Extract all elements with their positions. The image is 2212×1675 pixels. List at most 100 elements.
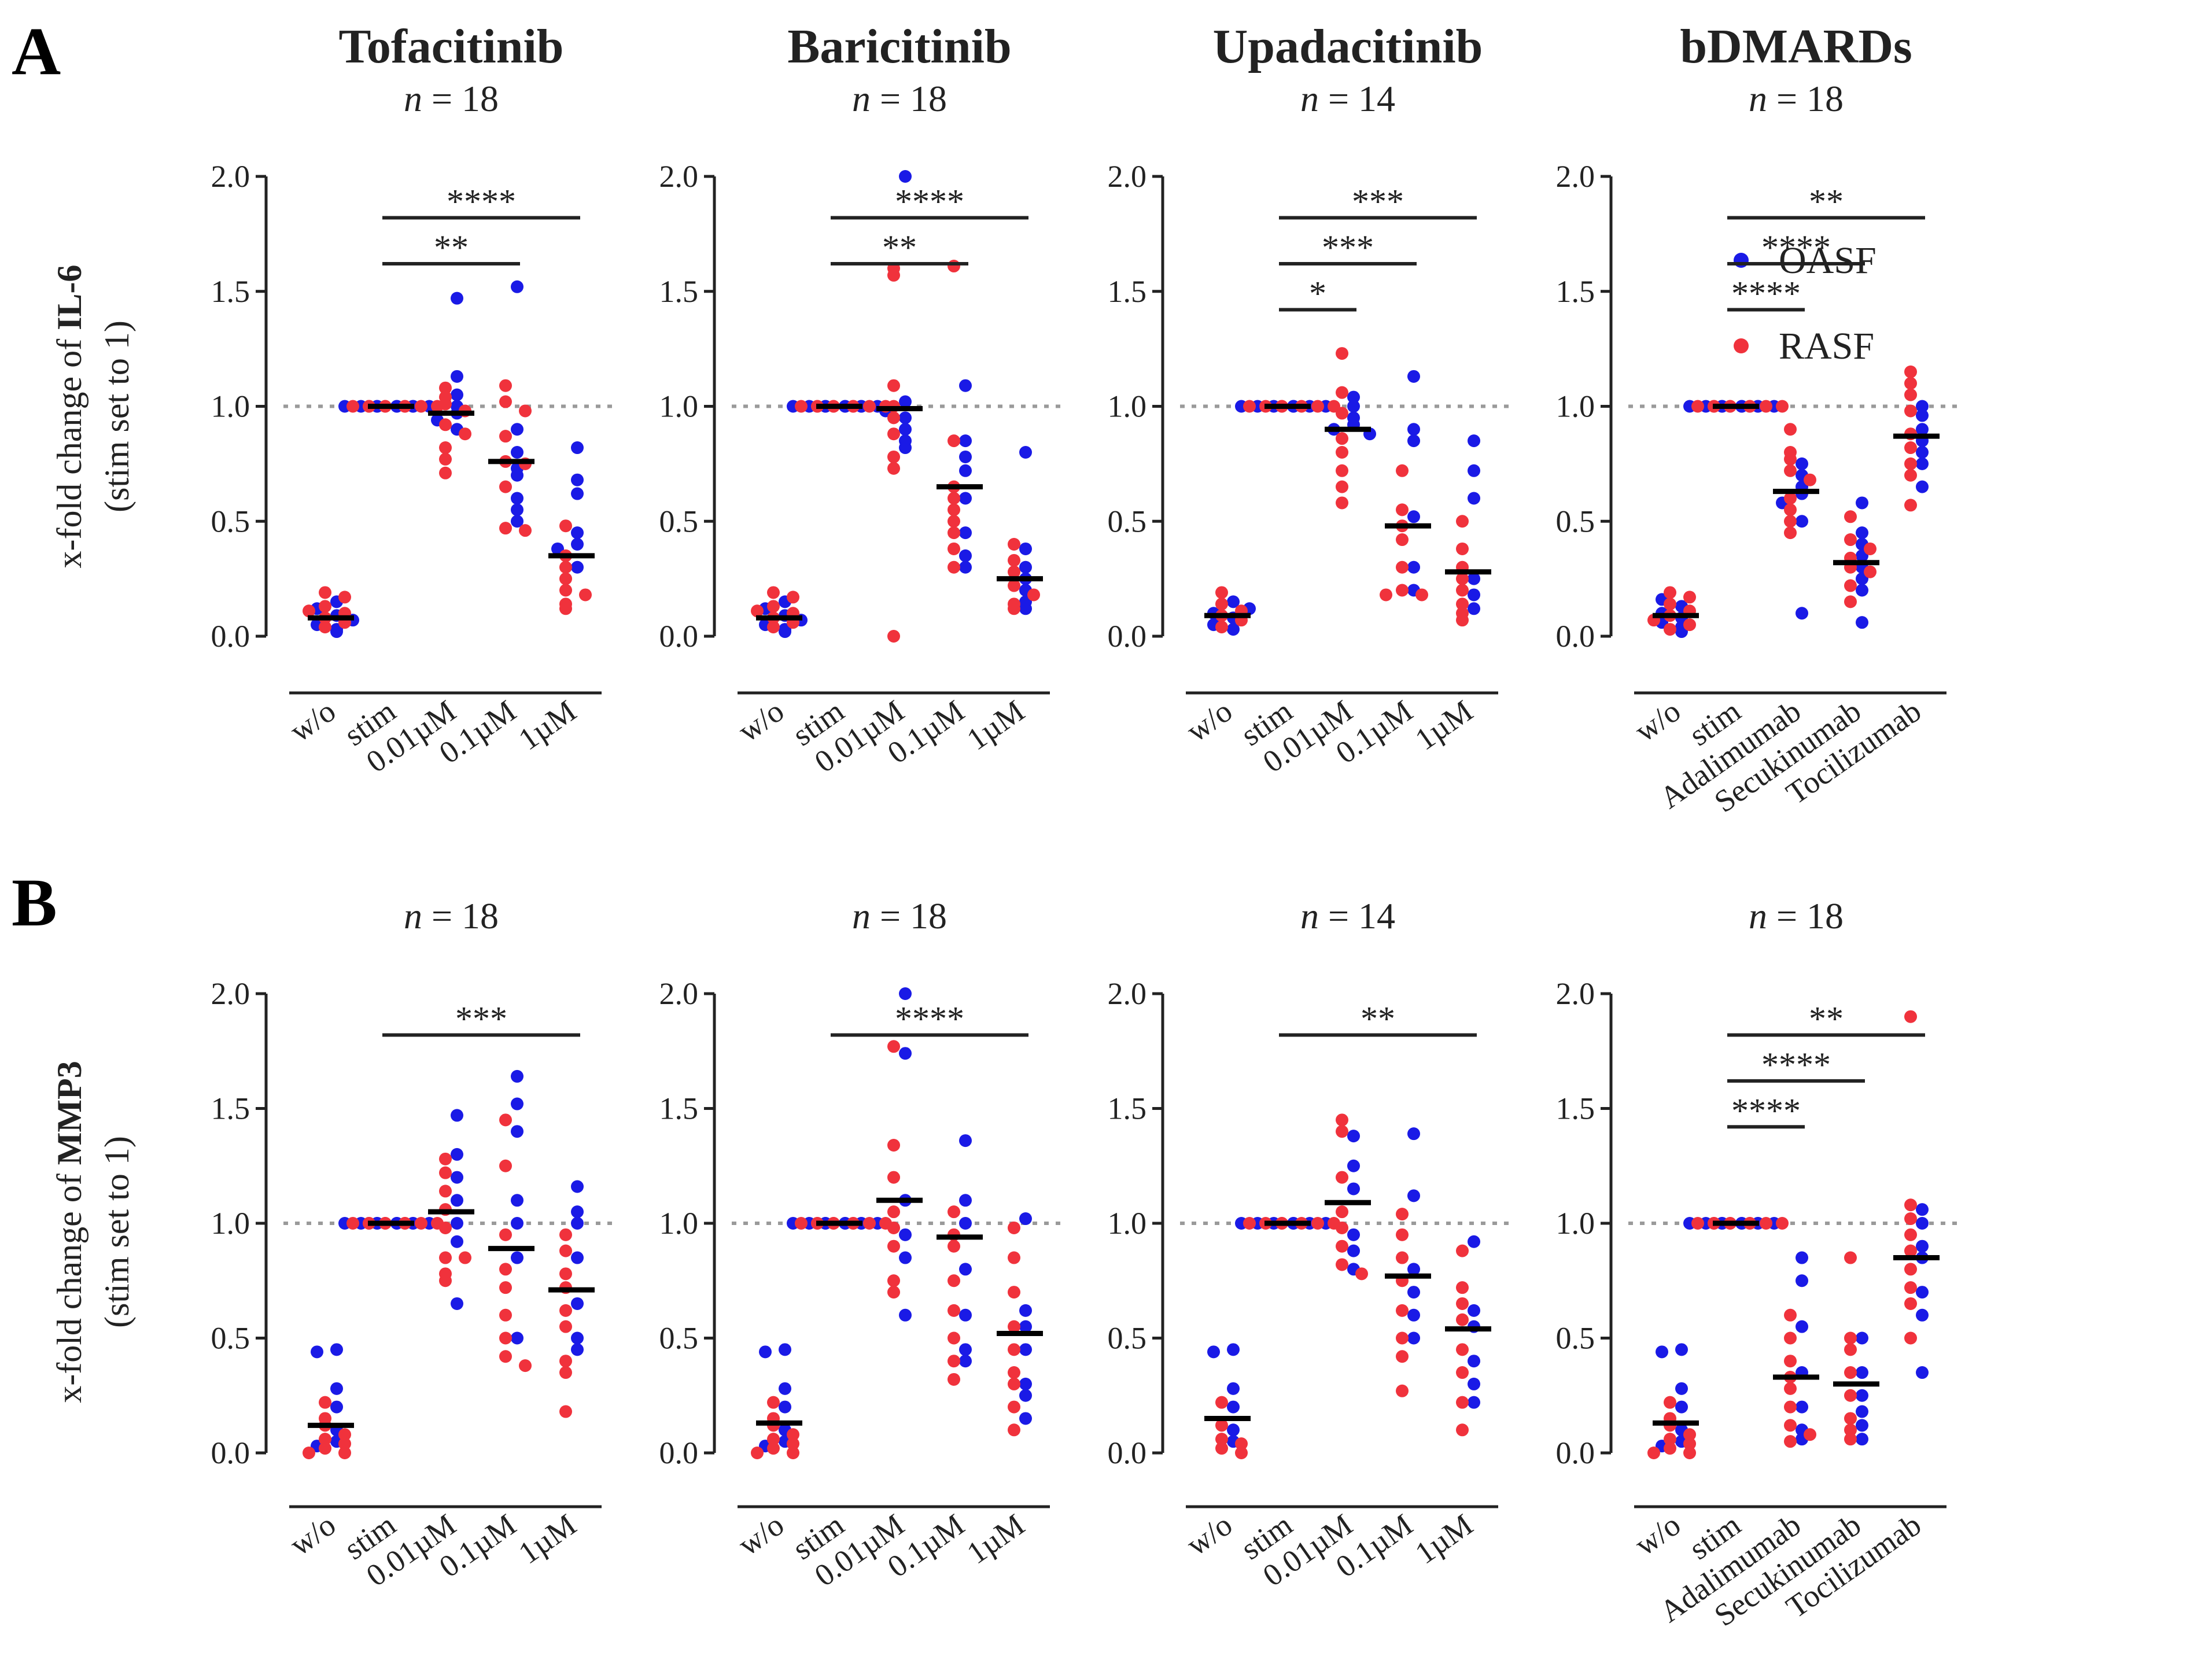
- p8-point-oasf-secukinumab-0: [1856, 1331, 1868, 1345]
- p7-point-oasf-w-o-2: [1227, 1382, 1240, 1395]
- p8-point-rasf-w-o-6: [1664, 1442, 1676, 1455]
- legend-rasf-dot: [1734, 338, 1749, 353]
- p1-point-oasf-0-1um-6: [511, 503, 523, 516]
- p4-point-rasf-tocilizumab-7: [1904, 468, 1917, 482]
- p4-point-rasf-adalimumab-3: [1784, 464, 1797, 477]
- p3-x-label-w-o: w/o: [1180, 693, 1238, 749]
- p7-point-rasf-0-1um-5: [1396, 1331, 1409, 1345]
- p5-point-oasf-0-01um-6: [451, 1297, 463, 1310]
- p2-point-rasf-0-1um-7: [948, 542, 960, 555]
- p7-point-oasf-0-1um-2: [1407, 1263, 1420, 1276]
- p6-point-rasf-0-01um-3: [887, 1205, 900, 1219]
- p8-y-tick-label-1-5: 1.5: [1556, 1091, 1595, 1126]
- p2-y-tick-label-2-0: 2.0: [659, 159, 699, 194]
- p7-point-oasf-0-1um-3: [1407, 1286, 1420, 1299]
- p6-point-rasf-0-1um-5: [948, 1331, 960, 1345]
- p2-point-oasf-0-1um-2: [959, 450, 972, 463]
- p5-point-rasf-w-o-3: [338, 1428, 351, 1441]
- p4-point-rasf-secukinumab-1: [1844, 533, 1857, 547]
- p4-point-rasf-w-o-0: [1664, 623, 1676, 636]
- p4-point-rasf-tocilizumab-6: [1904, 457, 1917, 470]
- p3-y-tick-label-1-0: 1.0: [1108, 389, 1147, 424]
- p1-sig-label-1: **: [434, 228, 469, 267]
- p2-y-tick-label-0-0: 0.0: [659, 619, 699, 654]
- p3-point-rasf-stim-3: [1311, 400, 1324, 413]
- p4-point-rasf-tocilizumab-1: [1904, 377, 1917, 390]
- p4-point-rasf-stim-5: [1776, 400, 1789, 413]
- p6-point-rasf-1um-4: [1008, 1343, 1020, 1356]
- p5-point-rasf-w-o-6: [319, 1442, 331, 1455]
- p3-y-tick-label-1-5: 1.5: [1108, 274, 1147, 309]
- p2-point-rasf-1um-2: [1008, 565, 1020, 578]
- p5-n-italic: n: [404, 895, 422, 936]
- p6-point-oasf-0-01um-3: [899, 1228, 912, 1241]
- p1-point-rasf-0-01um-2: [439, 397, 452, 411]
- p5-point-oasf-0-1um-3: [511, 1194, 523, 1207]
- p5-point-rasf-0-1um-6: [499, 1331, 512, 1345]
- p2-x-label-1um: 1µM: [961, 693, 1031, 757]
- p5-point-rasf-0-1um-0: [499, 1113, 512, 1127]
- p4-point-rasf-adalimumab-4: [1804, 473, 1816, 486]
- p3-point-oasf-0-1um-0: [1407, 370, 1420, 383]
- p4-point-rasf-adalimumab-8: [1784, 526, 1797, 540]
- legend-oasf-dot: [1734, 253, 1749, 268]
- p8-point-rasf-secukinumab-5: [1844, 1412, 1857, 1425]
- p5-point-rasf-1um-5: [559, 1320, 572, 1333]
- p8-point-rasf-adalimumab-2: [1784, 1355, 1797, 1368]
- p1-point-oasf-0-01um-1: [451, 370, 463, 383]
- p6-point-rasf-1um-2: [1008, 1286, 1020, 1299]
- p4-y-tick-label-1-5: 1.5: [1556, 274, 1595, 309]
- p1-y-tick-label-2-0: 2.0: [211, 159, 250, 194]
- p5-point-oasf-1um-1: [571, 1205, 584, 1219]
- p6-n-label: n = 18: [852, 895, 947, 936]
- p3-n-count: = 14: [1319, 78, 1395, 119]
- p1-point-oasf-1um-0: [571, 441, 584, 455]
- p7-point-rasf-0-01um-5: [1336, 1239, 1348, 1253]
- p3-x-label-1um: 1µM: [1409, 693, 1479, 757]
- p3-point-rasf-0-1um-6: [1415, 588, 1428, 602]
- p1-point-rasf-1um-5: [579, 588, 592, 602]
- p7-point-oasf-1um-1: [1468, 1304, 1480, 1317]
- p3-point-rasf-0-01um-3: [1336, 432, 1348, 445]
- p6-point-rasf-1um-1: [1008, 1251, 1020, 1264]
- p4-point-oasf-tocilizumab-2: [1916, 423, 1929, 436]
- p5-point-oasf-0-01um-5: [451, 1235, 463, 1248]
- p4-point-rasf-secukinumab-7: [1844, 595, 1857, 608]
- p4-y-tick-label-0-0: 0.0: [1556, 619, 1595, 654]
- p7-point-rasf-1um-2: [1456, 1297, 1469, 1310]
- p8-point-oasf-w-o-2: [1675, 1382, 1688, 1395]
- p2-point-oasf-1um-1: [1019, 542, 1032, 555]
- p5-point-oasf-0-1um-6: [511, 1331, 523, 1345]
- p5-point-rasf-0-1um-7: [499, 1350, 512, 1363]
- p5-n-label: n = 18: [404, 895, 499, 936]
- p4-point-oasf-secukinumab-0: [1856, 496, 1868, 510]
- p5-point-rasf-1um-1: [559, 1244, 572, 1257]
- p8-point-rasf-adalimumab-8: [1784, 1435, 1797, 1448]
- p1-point-oasf-0-1um-0: [511, 280, 523, 293]
- p1-point-rasf-1um-2: [559, 560, 572, 574]
- p3-point-oasf-w-o-0: [1227, 623, 1240, 636]
- panel-letter-a: A: [12, 13, 61, 89]
- p1-y-tick-label-1-0: 1.0: [211, 389, 250, 424]
- p3-point-rasf-0-01um-1: [1336, 386, 1348, 399]
- p2-point-rasf-0-1um-0: [948, 260, 960, 273]
- p7-n-label: n = 14: [1300, 895, 1395, 936]
- p4-n-count: = 18: [1767, 78, 1844, 119]
- p3-point-oasf-1um-0: [1468, 434, 1480, 448]
- p2-point-oasf-0-1um-7: [959, 560, 972, 574]
- p5-point-oasf-w-o-3: [330, 1400, 343, 1414]
- p7-point-rasf-0-1um-4: [1396, 1304, 1409, 1317]
- p1-point-oasf-1um-2: [571, 487, 584, 500]
- p8-sig-label-2: ****: [1731, 1091, 1801, 1130]
- p7-point-rasf-1um-4: [1456, 1343, 1469, 1356]
- p7-point-rasf-0-01um-7: [1355, 1267, 1368, 1281]
- p2-point-rasf-w-o-5: [767, 600, 780, 613]
- p1-y-tick-label-0-0: 0.0: [211, 619, 250, 654]
- p2-point-rasf-stim-4: [795, 400, 808, 413]
- p7-point-oasf-w-o-4: [1227, 1423, 1240, 1437]
- p3-point-oasf-0-1um-2: [1407, 434, 1420, 448]
- p6-point-rasf-0-01um-2: [887, 1171, 900, 1184]
- p7-point-rasf-1um-0: [1456, 1244, 1469, 1257]
- p5-point-oasf-0-01um-2: [451, 1171, 463, 1184]
